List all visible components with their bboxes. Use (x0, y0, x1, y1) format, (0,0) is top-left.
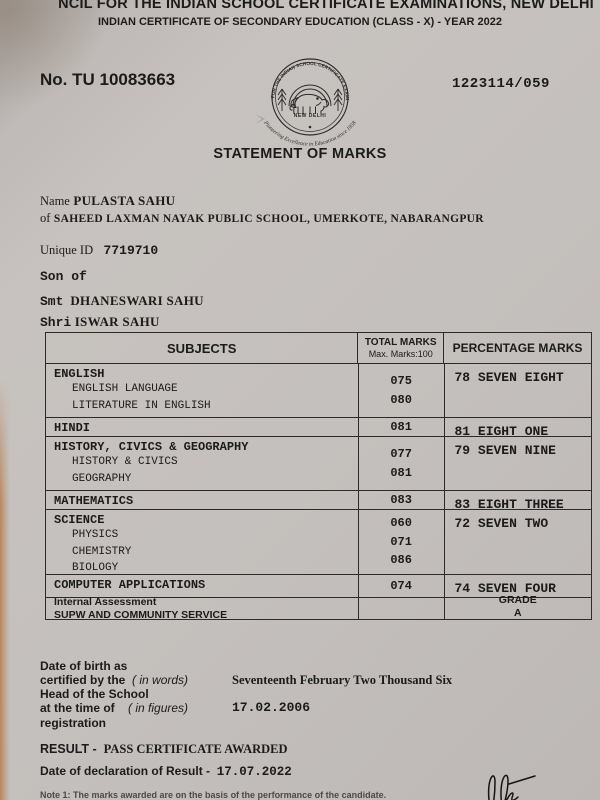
svg-text:Pioneering Excellence in Educa: Pioneering Excellence in Education since… (262, 119, 358, 147)
svg-text:NEW DELHI: NEW DELHI (294, 113, 327, 119)
